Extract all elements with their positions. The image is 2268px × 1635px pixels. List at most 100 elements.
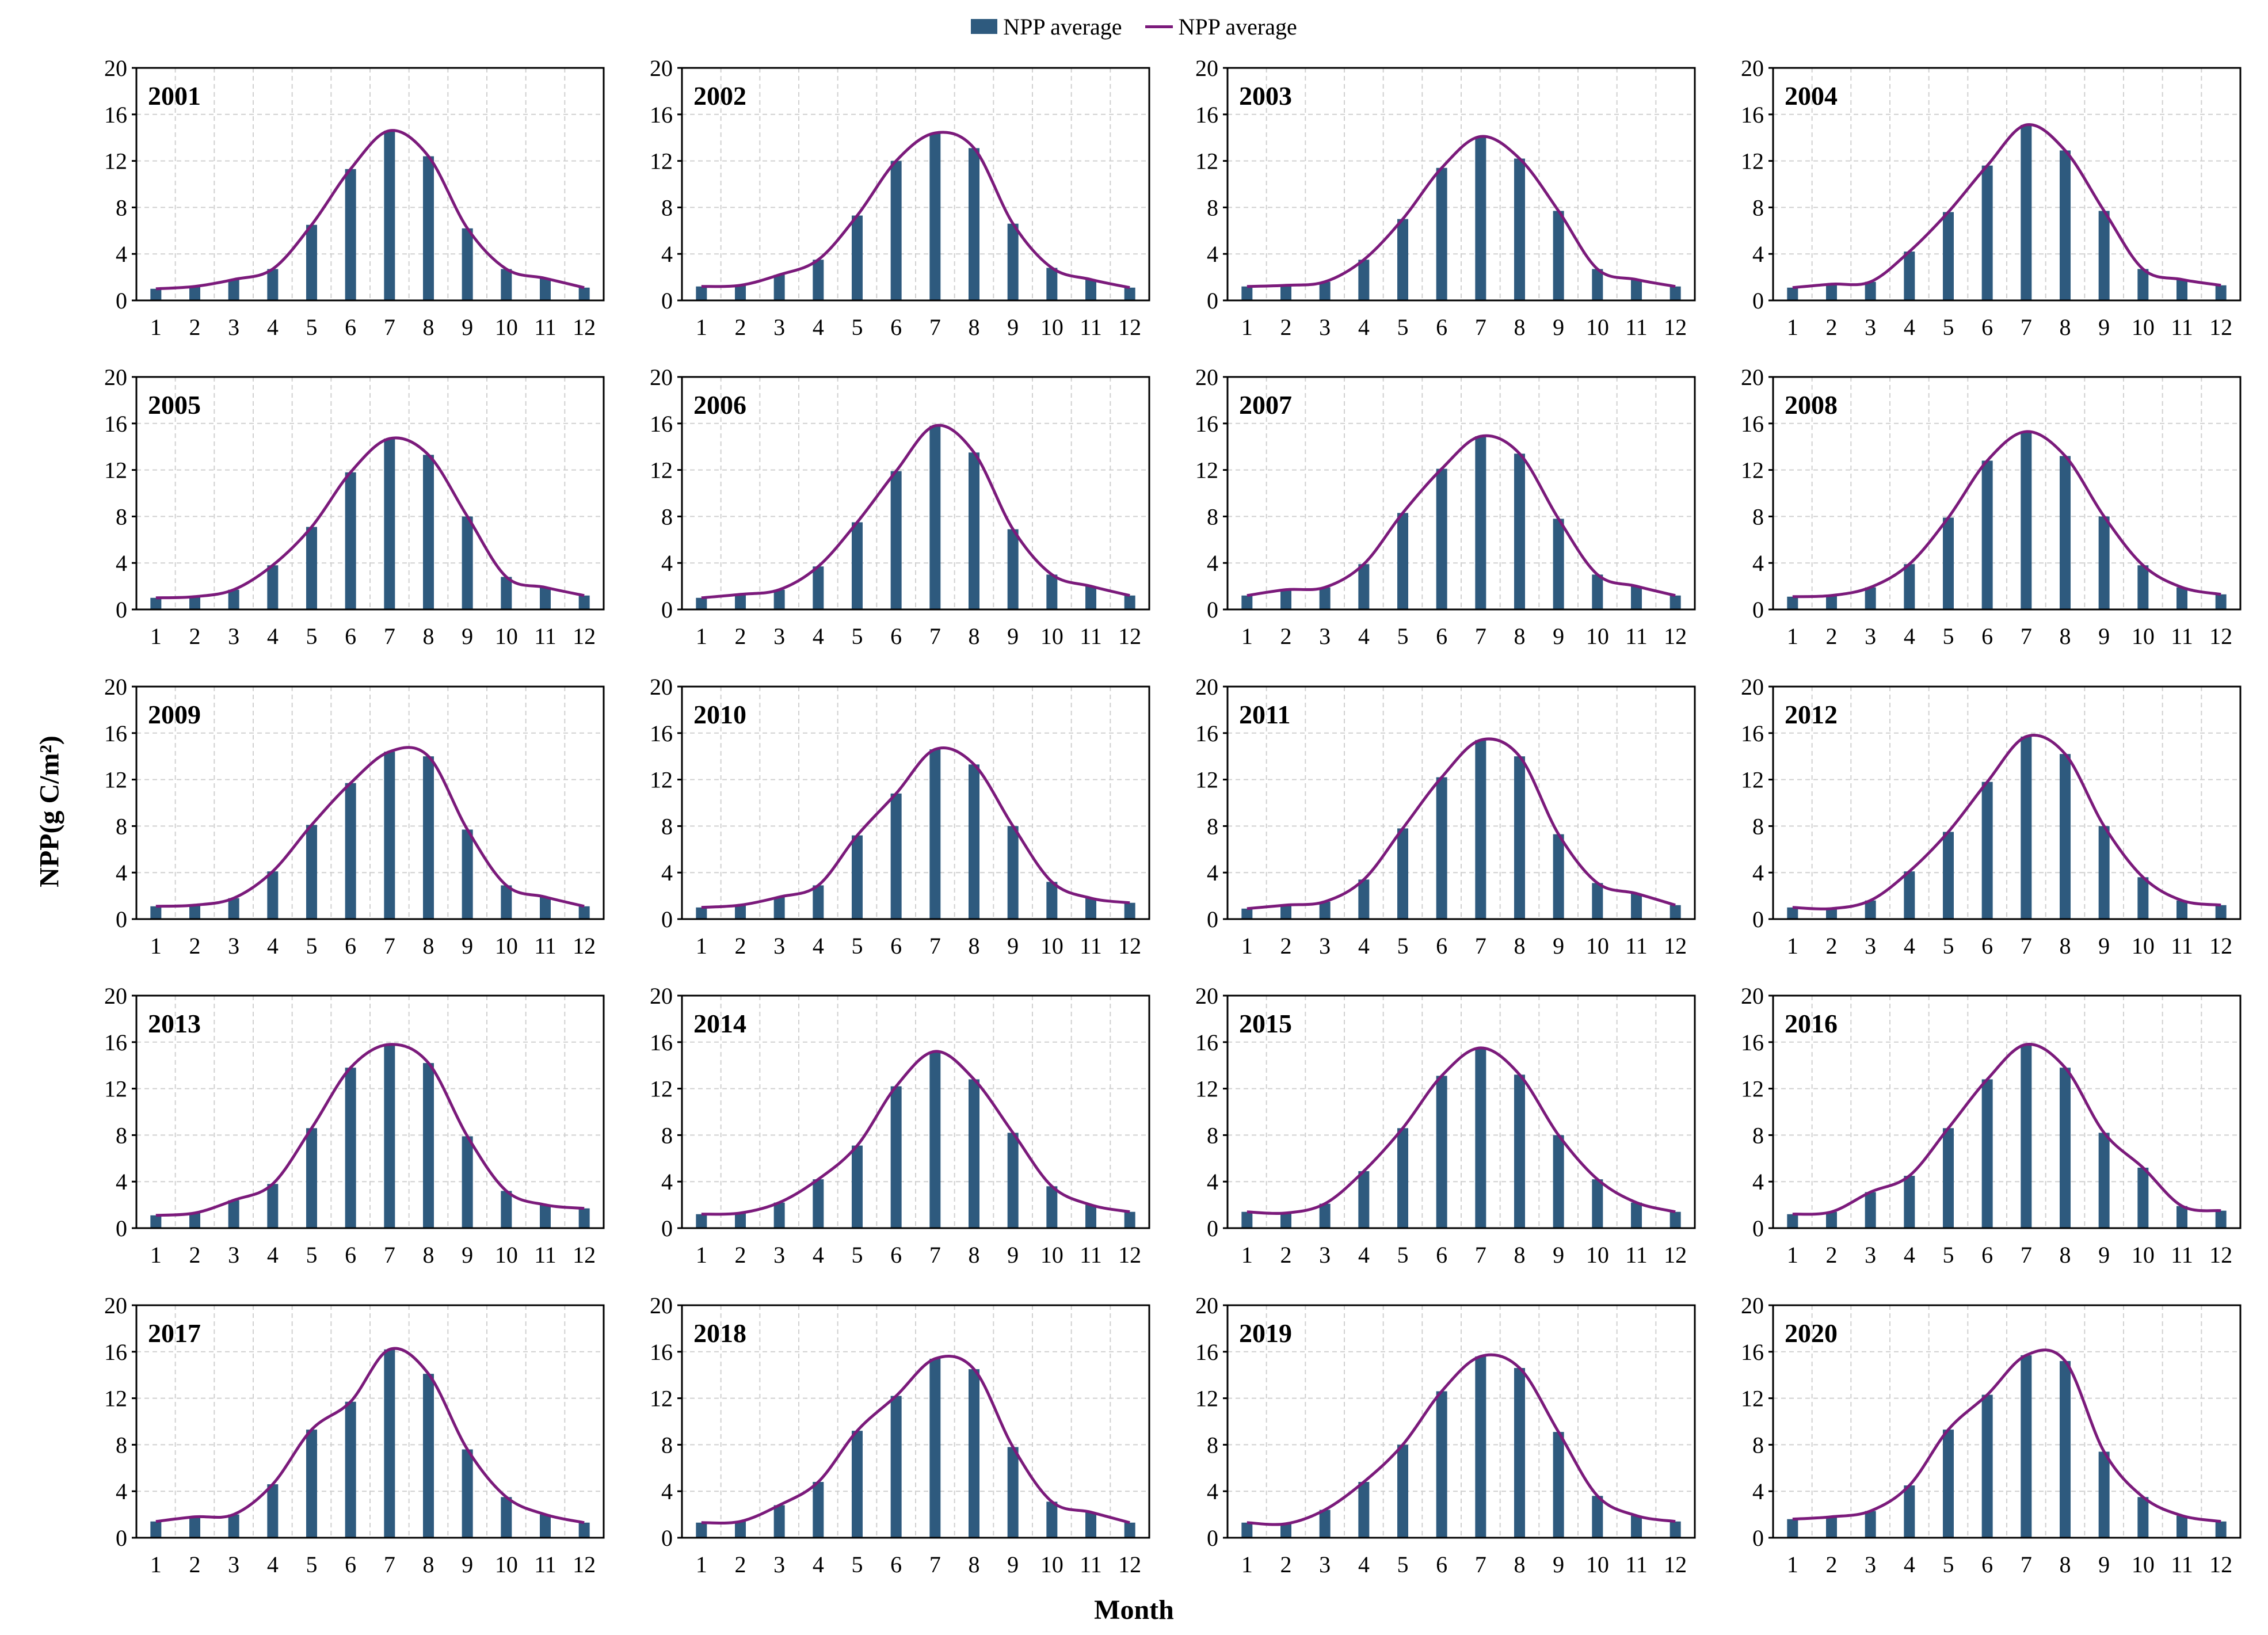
x-tick-label: 11 xyxy=(1625,1552,1648,1577)
bar xyxy=(1865,1511,1876,1538)
bar xyxy=(501,1497,512,1538)
bar xyxy=(735,285,746,300)
x-tick-label: 7 xyxy=(384,1242,395,1268)
x-tick-label: 5 xyxy=(1943,1242,1954,1268)
bar xyxy=(1787,907,1798,919)
bar xyxy=(1787,1214,1798,1228)
bar xyxy=(1787,287,1798,300)
bar xyxy=(735,905,746,919)
x-tick-label: 12 xyxy=(573,933,596,959)
y-tick-label: 20 xyxy=(650,364,673,390)
y-tick-label: 20 xyxy=(1741,1293,1764,1318)
x-tick-label: 12 xyxy=(1664,623,1687,649)
x-tick-label: 9 xyxy=(2098,1552,2110,1577)
bar xyxy=(306,224,317,300)
x-tick-label: 8 xyxy=(1514,623,1526,649)
y-tick-label: 0 xyxy=(1752,288,1764,314)
x-tick-label: 2 xyxy=(1280,1242,1292,1268)
y-tick-label: 8 xyxy=(661,1432,673,1458)
bar xyxy=(2021,431,2032,609)
bar xyxy=(501,885,512,919)
y-tick-label: 20 xyxy=(104,364,127,390)
x-tick-label: 9 xyxy=(1007,1552,1019,1577)
bar xyxy=(1943,832,1954,919)
y-tick-label: 0 xyxy=(1207,1525,1218,1551)
y-tick-label: 20 xyxy=(104,1293,127,1318)
x-tick-label: 11 xyxy=(534,623,556,649)
bar xyxy=(1436,1391,1447,1538)
series-line xyxy=(701,424,1130,600)
bar xyxy=(890,793,902,919)
y-tick-label: 0 xyxy=(1752,597,1764,623)
x-tick-label: 7 xyxy=(2021,314,2032,340)
series-line xyxy=(1792,430,2221,599)
x-tick-label: 4 xyxy=(813,623,824,649)
x-tick-label: 9 xyxy=(1007,623,1019,649)
x-tick-label: 5 xyxy=(306,1552,318,1577)
bar xyxy=(228,589,239,609)
y-tick-label: 16 xyxy=(104,1339,127,1365)
bar xyxy=(969,148,979,300)
x-tick-label: 4 xyxy=(813,933,824,959)
y-tick-label: 12 xyxy=(650,767,673,793)
y-tick-label: 4 xyxy=(1752,1169,1764,1195)
x-tick-label: 10 xyxy=(1586,1242,1609,1268)
y-tick-label: 16 xyxy=(104,721,127,746)
x-tick-label: 3 xyxy=(773,933,785,959)
y-tick-label: 12 xyxy=(1195,1076,1218,1102)
x-tick-label: 12 xyxy=(2209,623,2232,649)
x-tick-label: 9 xyxy=(462,1242,473,1268)
bar xyxy=(1826,284,1837,300)
y-tick-label: 12 xyxy=(650,458,673,483)
bar xyxy=(2021,124,2032,301)
y-tick-label: 20 xyxy=(1741,364,1764,390)
bar xyxy=(1787,1519,1798,1538)
bar xyxy=(890,161,902,300)
x-tick-label: 8 xyxy=(969,1242,980,1268)
bar xyxy=(1241,908,1253,919)
x-tick-label: 12 xyxy=(1118,1242,1141,1268)
y-tick-label: 16 xyxy=(1195,1030,1218,1055)
x-tick-label: 8 xyxy=(2060,1552,2071,1577)
panel-title: 2014 xyxy=(693,1009,746,1038)
bar xyxy=(890,1396,902,1538)
bar xyxy=(1046,882,1058,919)
x-tick-label: 12 xyxy=(1118,1552,1141,1577)
x-tick-label: 10 xyxy=(495,1552,518,1577)
bar xyxy=(2137,269,2149,300)
bar xyxy=(1436,777,1447,919)
bar xyxy=(1865,900,1876,919)
x-tick-label: 5 xyxy=(1397,1242,1409,1268)
series-line xyxy=(1247,1046,1676,1215)
legend-bar-swatch xyxy=(971,19,998,34)
bar xyxy=(969,764,979,919)
x-tick-label: 6 xyxy=(1436,314,1447,340)
y-tick-label: 4 xyxy=(661,1478,673,1504)
plot-frame xyxy=(1772,67,2242,302)
bar xyxy=(813,566,824,609)
x-tick-label: 10 xyxy=(2132,314,2155,340)
y-tick-label: 12 xyxy=(1195,1386,1218,1412)
x-tick-label: 12 xyxy=(2209,1552,2232,1577)
plot-frame xyxy=(681,685,1150,920)
y-tick-label: 12 xyxy=(1741,458,1764,483)
bar xyxy=(1553,519,1564,609)
panel-title: 2011 xyxy=(1239,700,1290,729)
panel-title: 2020 xyxy=(1785,1318,1838,1348)
bar xyxy=(1981,165,1993,300)
x-tick-label: 7 xyxy=(2021,1242,2032,1268)
x-tick-label: 10 xyxy=(1040,314,1064,340)
bar xyxy=(189,596,200,609)
x-tick-label: 2 xyxy=(1826,933,1838,959)
panel-title: 2006 xyxy=(693,390,746,420)
bar xyxy=(1514,756,1525,919)
panel-title: 2004 xyxy=(1785,81,1838,110)
bar xyxy=(423,1063,434,1228)
y-tick-label: 0 xyxy=(1207,288,1218,314)
x-tick-label: 11 xyxy=(1625,933,1648,959)
x-tick-label: 11 xyxy=(534,314,556,340)
bar xyxy=(1007,223,1019,300)
plot-frame xyxy=(135,376,605,611)
